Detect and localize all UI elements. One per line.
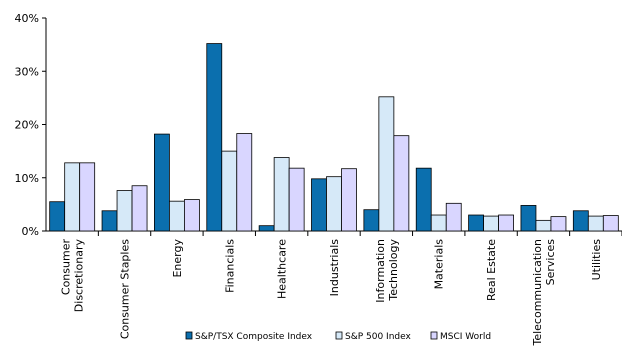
y-tick-label: 20%: [15, 119, 39, 132]
bar-1-1: [49, 201, 66, 232]
x-category-label: Telecommunication: [531, 239, 544, 346]
y-tick-label: 0%: [22, 225, 39, 238]
bar-1-9: [468, 214, 484, 232]
x-category-label: Services: [544, 239, 557, 286]
bar-1-8: [415, 167, 432, 232]
x-category-label: Consumer Staples: [119, 239, 132, 339]
bar-1-11: [572, 210, 589, 232]
bar-2-11: [587, 215, 604, 232]
bar-3-10: [550, 216, 567, 232]
bar-2-1: [64, 162, 81, 232]
bar-3-1: [79, 162, 96, 232]
y-tick-label: 10%: [15, 172, 39, 185]
x-category-label: Real Estate: [485, 239, 498, 301]
bar-1-7: [363, 209, 380, 232]
bar-2-5: [273, 157, 290, 232]
x-category-label: Information: [374, 239, 387, 303]
bar-1-10: [520, 205, 537, 232]
bar-2-4: [221, 150, 238, 232]
bar-1-3: [154, 133, 170, 232]
legend-swatch: [185, 331, 193, 340]
bar-1-6: [311, 178, 327, 232]
legend-label: MSCI World: [440, 332, 491, 342]
bar-1-4: [206, 43, 223, 232]
x-category-label: Discretionary: [73, 239, 86, 313]
x-category-label: Utilities: [590, 239, 603, 281]
legend-swatch: [430, 331, 438, 340]
plot-area: 0% 10% 20% 30% 40% Consumer Discretionary Consu…: [15, 12, 622, 346]
legend-swatch: [335, 331, 343, 340]
bar-3-4: [236, 133, 253, 232]
bar-2-2: [116, 190, 133, 232]
bar-2-10: [535, 219, 552, 232]
x-category-label: Consumer: [60, 239, 73, 296]
bar-2-7: [378, 96, 395, 232]
y-tick-label: 30%: [15, 65, 39, 78]
bar-3-11: [602, 215, 619, 232]
x-category-label: Technology: [387, 239, 400, 302]
bar-3-2: [131, 185, 148, 232]
x-category-label: Energy: [171, 239, 184, 278]
legend: S&P/TSX Composite Index S&P 500 Index MSCI…: [185, 331, 491, 342]
bar-3-7: [393, 135, 410, 232]
bar-3-3: [184, 199, 200, 232]
legend-label: S&P/TSX Composite Index: [195, 332, 313, 342]
x-category-label: Materials: [433, 239, 446, 290]
bar-3-6: [341, 168, 357, 232]
bar-3-8: [445, 202, 462, 232]
bar-2-6: [326, 176, 342, 232]
x-category-label: Financials: [223, 239, 236, 293]
bar-2-8: [430, 214, 447, 232]
x-category-label: Industrials: [328, 239, 341, 297]
bar-1-5: [258, 225, 275, 232]
bar-2-3: [169, 200, 185, 232]
legend-label: S&P 500 Index: [345, 332, 412, 342]
bar-1-2: [101, 210, 118, 232]
y-tick-label: 40%: [15, 12, 39, 25]
x-category-label: Healthcare: [276, 239, 289, 299]
bar-3-5: [288, 167, 305, 232]
bar-2-9: [483, 215, 499, 232]
bar-3-9: [498, 214, 514, 232]
